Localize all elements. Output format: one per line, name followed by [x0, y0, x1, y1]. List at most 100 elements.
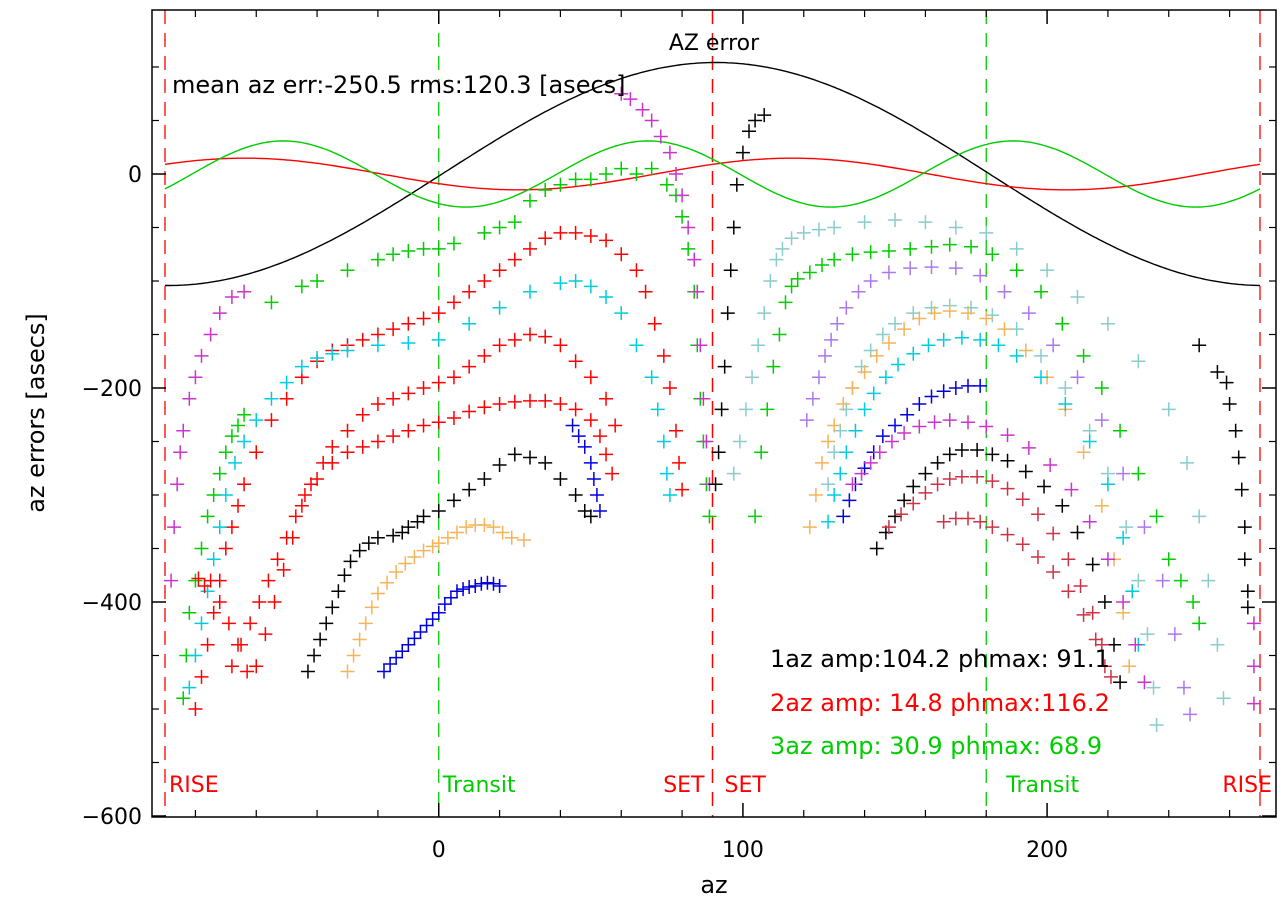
data-point: [903, 261, 918, 276]
data-point: [355, 407, 370, 422]
data-point: [583, 455, 598, 470]
data-point: [492, 578, 507, 593]
data-point: [450, 584, 464, 599]
fit-curve: [164, 140, 1261, 208]
data-point: [821, 434, 836, 449]
data-point: [675, 188, 690, 203]
data-point: [863, 455, 878, 470]
data-point: [586, 471, 601, 486]
data-point: [224, 290, 239, 305]
data-point: [249, 659, 264, 674]
data-point: [912, 419, 927, 434]
data-point: [857, 364, 872, 379]
data-point: [416, 418, 431, 433]
data-point: [577, 439, 592, 454]
data-point: [669, 423, 683, 438]
data-point: [687, 252, 702, 267]
data-point: [1070, 290, 1085, 305]
data-point: [1192, 509, 1207, 524]
data-point: [656, 348, 671, 363]
data-point: [903, 241, 918, 256]
data-point: [760, 402, 775, 417]
data-point: [784, 279, 799, 294]
series: [1246, 616, 1261, 711]
y-axis-title: az errors [asecs]: [22, 313, 50, 513]
data-point: [1131, 466, 1146, 481]
data-point: [745, 370, 760, 385]
data-point: [267, 595, 282, 609]
data-point: [507, 447, 522, 462]
data-point: [431, 415, 446, 430]
data-point: [1246, 696, 1261, 711]
data-point: [507, 332, 522, 347]
data-point: [523, 327, 537, 342]
data-point: [182, 605, 197, 620]
data-point: [583, 509, 598, 524]
x-tick-label: 0: [432, 838, 446, 863]
x-tick-label: 200: [1026, 838, 1068, 863]
data-point: [1018, 464, 1033, 479]
data-point: [361, 536, 376, 551]
data-point: [492, 397, 507, 412]
data-point: [875, 327, 890, 342]
data-point: [675, 482, 690, 497]
data-point: [331, 584, 346, 599]
data-point: [1076, 445, 1091, 460]
series: [821, 330, 1146, 652]
data-point: [313, 632, 328, 647]
data-point: [538, 455, 553, 470]
data-point: [699, 434, 714, 449]
data-point: [833, 466, 848, 481]
data-point: [964, 239, 979, 254]
data-point: [878, 370, 893, 385]
data-point: [936, 332, 951, 347]
data-point: [258, 627, 273, 642]
data-point: [370, 434, 385, 449]
data-point: [1234, 482, 1249, 497]
stats-text: mean az err:-250.5 rms:120.3 [asecs]: [172, 71, 626, 99]
data-point: [1030, 507, 1045, 522]
data-point: [188, 648, 203, 663]
data-point: [589, 488, 604, 502]
event-label: Transit: [1005, 773, 1079, 798]
data-point: [1180, 455, 1194, 470]
data-point: [191, 571, 206, 586]
series: [821, 298, 1164, 733]
data-point: [294, 498, 309, 513]
scatter-points: [164, 86, 1261, 733]
data-point: [206, 488, 221, 502]
fit-label: 2az amp: 14.8 phmax:116.2: [770, 689, 1110, 717]
data-point: [948, 511, 963, 526]
data-point: [869, 541, 884, 556]
series: [836, 378, 988, 524]
data-point: [401, 637, 416, 652]
data-point: [206, 552, 221, 567]
data-point: [1246, 659, 1261, 674]
data-point: [443, 590, 458, 605]
data-point: [884, 434, 899, 449]
data-point: [462, 580, 477, 595]
data-point: [997, 284, 1012, 299]
series: [726, 213, 1231, 706]
data-point: [352, 543, 367, 558]
data-point: [553, 177, 568, 192]
data-point: [456, 582, 471, 597]
data-point: [568, 488, 583, 502]
data-point: [477, 274, 492, 288]
data-point: [726, 466, 741, 481]
data-point: [1015, 492, 1030, 507]
plot-frame: [151, 9, 1277, 818]
data-point: [702, 509, 717, 524]
data-point: [638, 284, 653, 299]
event-label: SET: [663, 773, 705, 798]
data-point: [1119, 520, 1134, 535]
series: [1192, 338, 1255, 615]
data-point: [221, 616, 236, 631]
data-point: [261, 573, 276, 588]
data-point: [370, 586, 385, 601]
data-point: [583, 172, 598, 187]
data-point: [605, 466, 620, 481]
data-point: [912, 311, 927, 326]
data-point: [1085, 605, 1100, 620]
data-point: [386, 391, 401, 406]
